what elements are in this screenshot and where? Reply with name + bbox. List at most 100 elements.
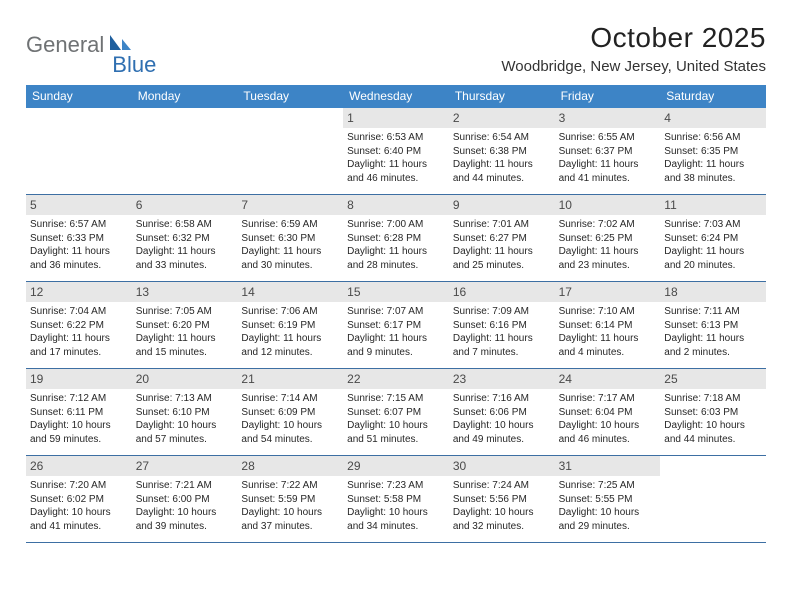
title-block: October 2025 Woodbridge, New Jersey, Uni…	[501, 22, 766, 75]
sunset-line: Sunset: 6:25 PM	[559, 232, 657, 246]
sunrise-line: Sunrise: 6:58 AM	[136, 218, 234, 232]
day-number: 13	[132, 282, 238, 302]
sunset-line: Sunset: 6:02 PM	[30, 493, 128, 507]
daylight-line: Daylight: 11 hours and 33 minutes.	[136, 245, 234, 272]
sunset-line: Sunset: 6:17 PM	[347, 319, 445, 333]
day-number: 3	[555, 108, 661, 128]
sunrise-line: Sunrise: 7:05 AM	[136, 305, 234, 319]
daylight-line: Daylight: 11 hours and 9 minutes.	[347, 332, 445, 359]
daylight-line: Daylight: 10 hours and 32 minutes.	[453, 506, 551, 533]
sunrise-line: Sunrise: 7:04 AM	[30, 305, 128, 319]
sunset-line: Sunset: 6:30 PM	[241, 232, 339, 246]
day-number: 16	[449, 282, 555, 302]
day-number: 19	[26, 369, 132, 389]
location: Woodbridge, New Jersey, United States	[501, 58, 766, 75]
weekday-tuesday: Tuesday	[237, 85, 343, 108]
day-number: 24	[555, 369, 661, 389]
day-cell: 28Sunrise: 7:22 AMSunset: 5:59 PMDayligh…	[237, 456, 343, 542]
sunrise-line: Sunrise: 7:20 AM	[30, 479, 128, 493]
day-cell: 6Sunrise: 6:58 AMSunset: 6:32 PMDaylight…	[132, 195, 238, 281]
daylight-line: Daylight: 11 hours and 20 minutes.	[664, 245, 762, 272]
header: General Blue October 2025 Woodbridge, Ne…	[26, 22, 766, 75]
day-cell: 14Sunrise: 7:06 AMSunset: 6:19 PMDayligh…	[237, 282, 343, 368]
daylight-line: Daylight: 10 hours and 59 minutes.	[30, 419, 128, 446]
day-cell: 18Sunrise: 7:11 AMSunset: 6:13 PMDayligh…	[660, 282, 766, 368]
day-number: 14	[237, 282, 343, 302]
week-row: 19Sunrise: 7:12 AMSunset: 6:11 PMDayligh…	[26, 369, 766, 456]
daylight-line: Daylight: 10 hours and 39 minutes.	[136, 506, 234, 533]
week-row: 1Sunrise: 6:53 AMSunset: 6:40 PMDaylight…	[26, 108, 766, 195]
day-number: 27	[132, 456, 238, 476]
day-number: 1	[343, 108, 449, 128]
day-number: 31	[555, 456, 661, 476]
daylight-line: Daylight: 11 hours and 23 minutes.	[559, 245, 657, 272]
sunset-line: Sunset: 6:00 PM	[136, 493, 234, 507]
sunrise-line: Sunrise: 7:18 AM	[664, 392, 762, 406]
sunrise-line: Sunrise: 6:53 AM	[347, 131, 445, 145]
day-number: 22	[343, 369, 449, 389]
sunset-line: Sunset: 6:37 PM	[559, 145, 657, 159]
sunset-line: Sunset: 6:33 PM	[30, 232, 128, 246]
day-cell: 5Sunrise: 6:57 AMSunset: 6:33 PMDaylight…	[26, 195, 132, 281]
week-row: 12Sunrise: 7:04 AMSunset: 6:22 PMDayligh…	[26, 282, 766, 369]
sunrise-line: Sunrise: 7:00 AM	[347, 218, 445, 232]
daylight-line: Daylight: 11 hours and 30 minutes.	[241, 245, 339, 272]
sunrise-line: Sunrise: 7:07 AM	[347, 305, 445, 319]
logo: General Blue	[26, 22, 156, 68]
day-cell	[237, 108, 343, 194]
sunrise-line: Sunrise: 7:01 AM	[453, 218, 551, 232]
sunset-line: Sunset: 6:10 PM	[136, 406, 234, 420]
day-cell: 25Sunrise: 7:18 AMSunset: 6:03 PMDayligh…	[660, 369, 766, 455]
sunrise-line: Sunrise: 7:15 AM	[347, 392, 445, 406]
daylight-line: Daylight: 11 hours and 25 minutes.	[453, 245, 551, 272]
sunset-line: Sunset: 6:14 PM	[559, 319, 657, 333]
day-number: 7	[237, 195, 343, 215]
sunset-line: Sunset: 6:24 PM	[664, 232, 762, 246]
sunset-line: Sunset: 6:32 PM	[136, 232, 234, 246]
sunset-line: Sunset: 6:40 PM	[347, 145, 445, 159]
daylight-line: Daylight: 11 hours and 46 minutes.	[347, 158, 445, 185]
day-number: 17	[555, 282, 661, 302]
weekday-sunday: Sunday	[26, 85, 132, 108]
day-number: 8	[343, 195, 449, 215]
sunrise-line: Sunrise: 7:12 AM	[30, 392, 128, 406]
day-number: 25	[660, 369, 766, 389]
daylight-line: Daylight: 11 hours and 2 minutes.	[664, 332, 762, 359]
daylight-line: Daylight: 11 hours and 17 minutes.	[30, 332, 128, 359]
day-cell: 8Sunrise: 7:00 AMSunset: 6:28 PMDaylight…	[343, 195, 449, 281]
day-cell: 3Sunrise: 6:55 AMSunset: 6:37 PMDaylight…	[555, 108, 661, 194]
day-cell	[26, 108, 132, 194]
sunrise-line: Sunrise: 6:56 AM	[664, 131, 762, 145]
sunset-line: Sunset: 6:35 PM	[664, 145, 762, 159]
daylight-line: Daylight: 10 hours and 51 minutes.	[347, 419, 445, 446]
logo-text-blue: Blue	[112, 52, 156, 78]
day-cell: 2Sunrise: 6:54 AMSunset: 6:38 PMDaylight…	[449, 108, 555, 194]
daylight-line: Daylight: 10 hours and 44 minutes.	[664, 419, 762, 446]
day-cell: 16Sunrise: 7:09 AMSunset: 6:16 PMDayligh…	[449, 282, 555, 368]
day-cell: 1 Sunrise: 6:53 AMSunset: 6:40 PMDaylight…	[343, 108, 449, 194]
day-cell: 31Sunrise: 7:25 AMSunset: 5:55 PMDayligh…	[555, 456, 661, 542]
sunrise-line: Sunrise: 7:14 AM	[241, 392, 339, 406]
day-cell: 13Sunrise: 7:05 AMSunset: 6:20 PMDayligh…	[132, 282, 238, 368]
sunset-line: Sunset: 6:06 PM	[453, 406, 551, 420]
sunset-line: Sunset: 6:20 PM	[136, 319, 234, 333]
sunrise-line: Sunrise: 7:24 AM	[453, 479, 551, 493]
day-cell: 21Sunrise: 7:14 AMSunset: 6:09 PMDayligh…	[237, 369, 343, 455]
sunrise-line: Sunrise: 7:16 AM	[453, 392, 551, 406]
day-cell: 19Sunrise: 7:12 AMSunset: 6:11 PMDayligh…	[26, 369, 132, 455]
weekday-wednesday: Wednesday	[343, 85, 449, 108]
daylight-line: Daylight: 11 hours and 41 minutes.	[559, 158, 657, 185]
day-cell: 29Sunrise: 7:23 AMSunset: 5:58 PMDayligh…	[343, 456, 449, 542]
daylight-line: Daylight: 11 hours and 7 minutes.	[453, 332, 551, 359]
day-number: 18	[660, 282, 766, 302]
weekday-header-row: SundayMondayTuesdayWednesdayThursdayFrid…	[26, 85, 766, 108]
daylight-line: Daylight: 11 hours and 36 minutes.	[30, 245, 128, 272]
daylight-line: Daylight: 11 hours and 4 minutes.	[559, 332, 657, 359]
day-cell: 24Sunrise: 7:17 AMSunset: 6:04 PMDayligh…	[555, 369, 661, 455]
day-cell: 15 Sunrise: 7:07 AMSunset: 6:17 PMDayligh…	[343, 282, 449, 368]
day-number: 15	[343, 282, 449, 302]
weekday-monday: Monday	[132, 85, 238, 108]
day-cell: 11Sunrise: 7:03 AMSunset: 6:24 PMDayligh…	[660, 195, 766, 281]
day-number: 12	[26, 282, 132, 302]
day-number: 11	[660, 195, 766, 215]
